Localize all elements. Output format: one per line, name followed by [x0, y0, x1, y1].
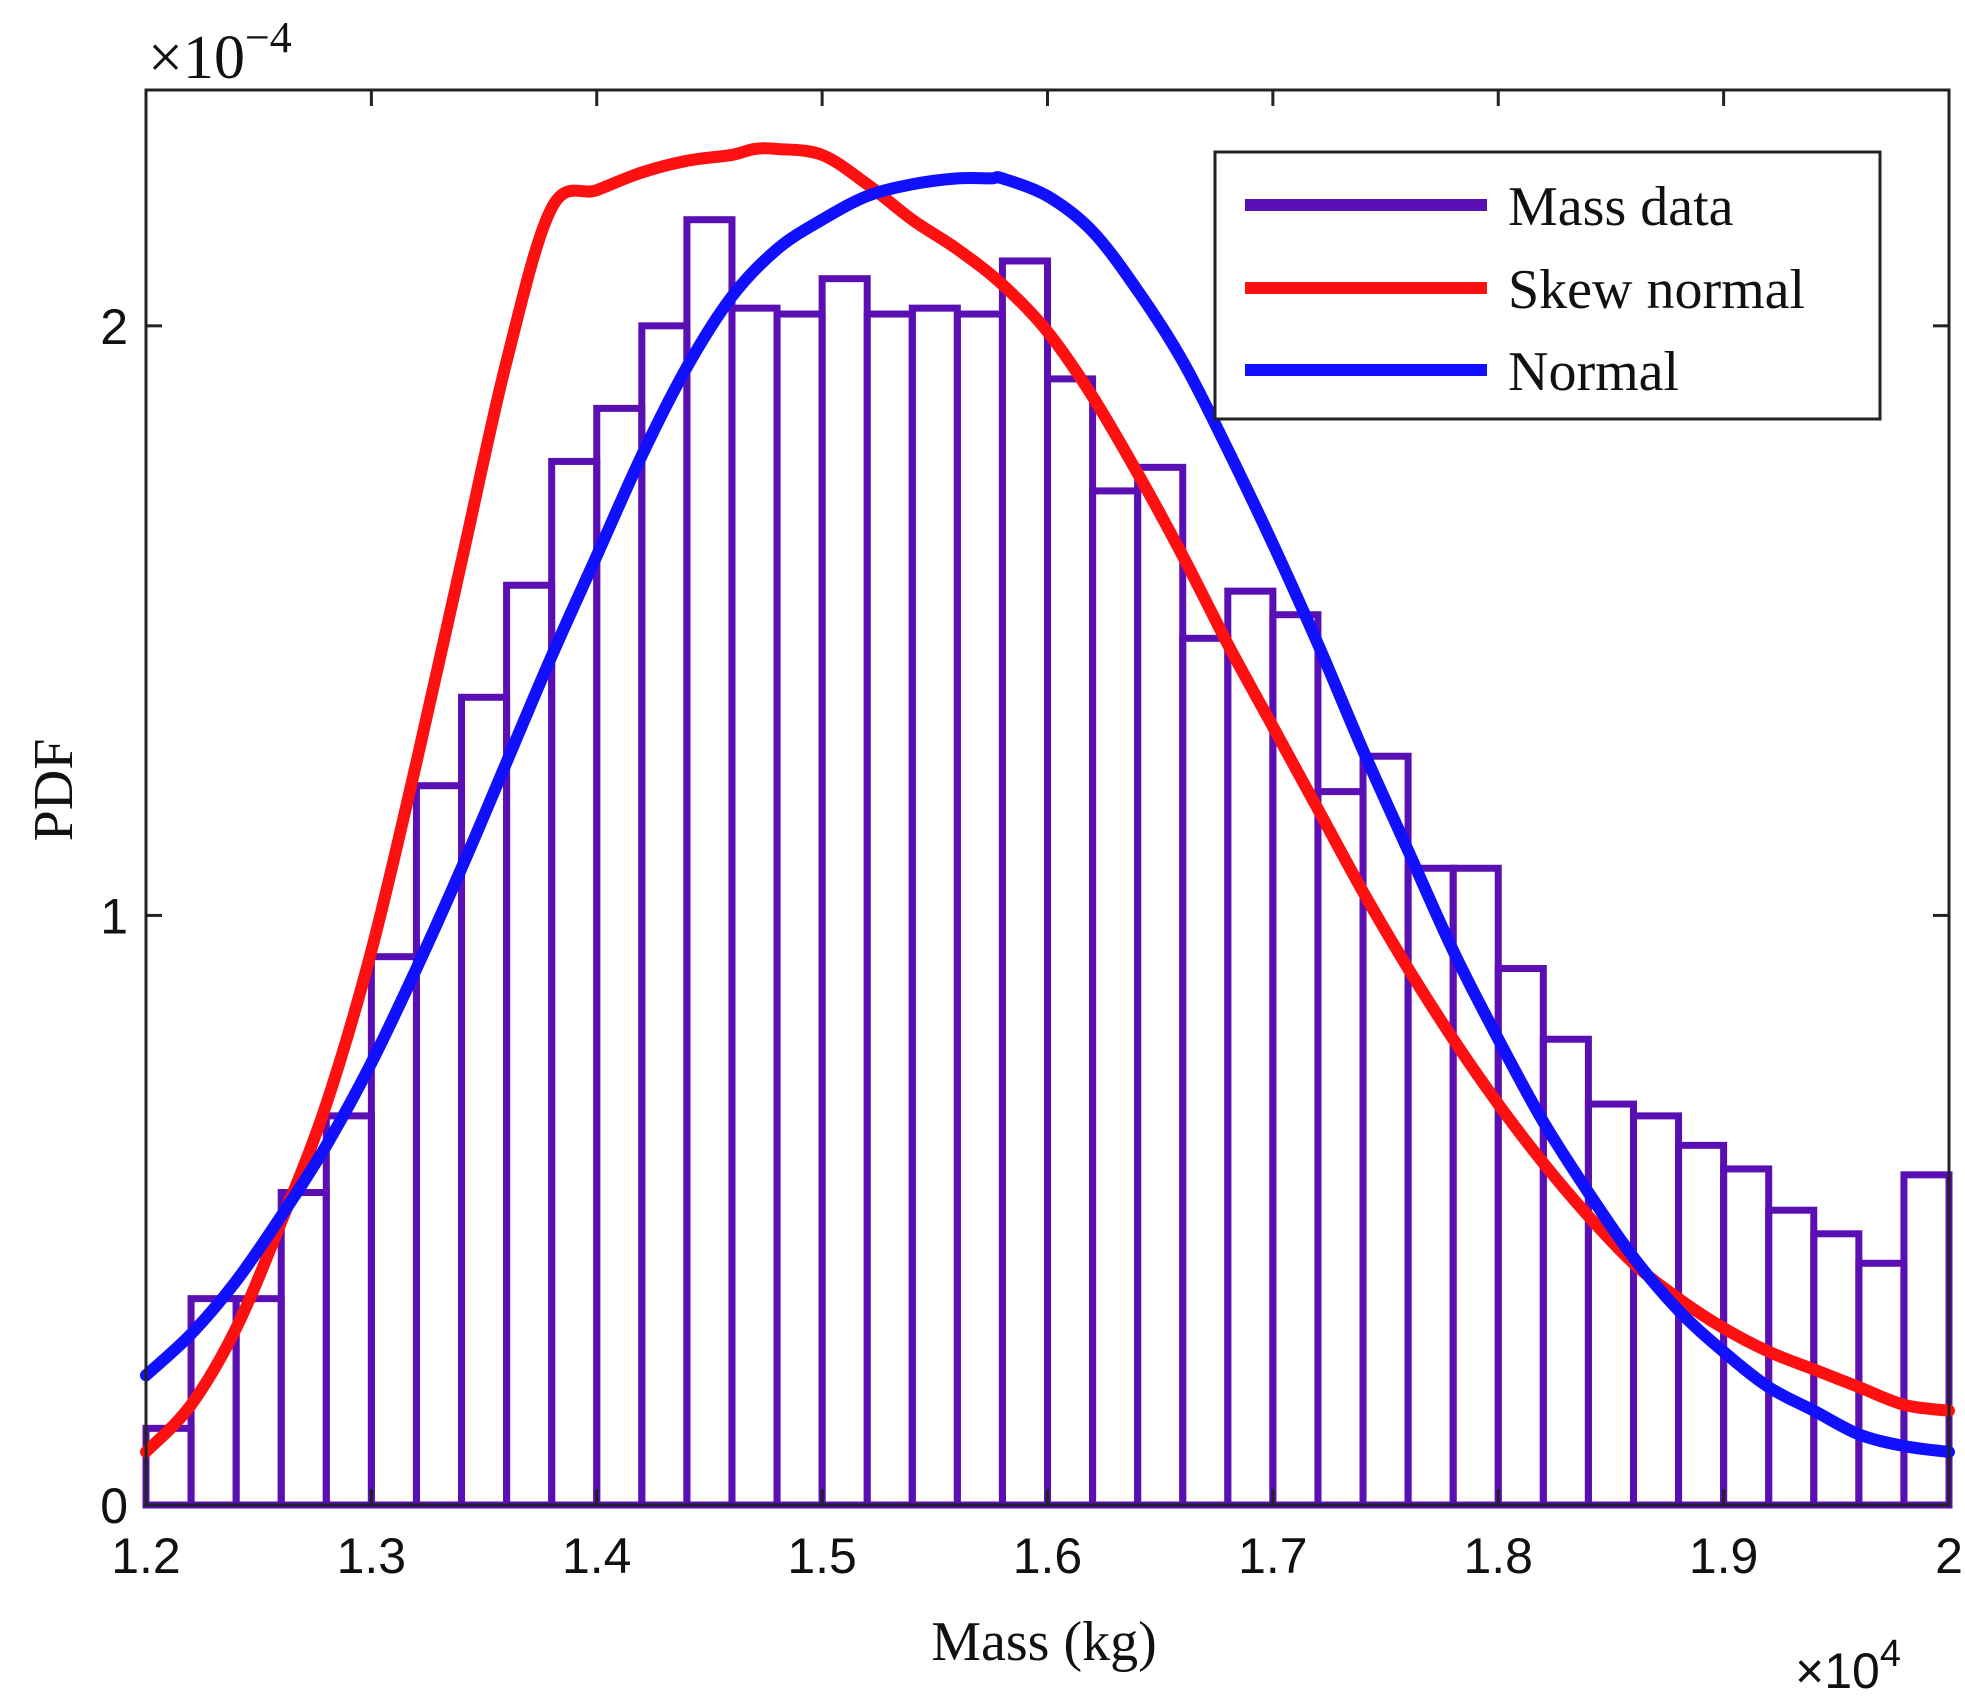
legend-label-normal: Normal: [1508, 341, 1679, 403]
y-axis-ticks: 0 1 2: [100, 299, 1949, 1534]
y-axis-label: PDF: [23, 739, 85, 842]
y-tick-label: 2: [100, 299, 128, 355]
plot-area: [140, 88, 1955, 1509]
x-axis-label: Mass (kg): [931, 1611, 1157, 1673]
x-tick-label: 1.6: [1013, 1528, 1083, 1584]
x-axis-ticks: 1.2 1.3 1.4 1.5 1.6 1.7 1.8 1.9 2: [111, 90, 1963, 1584]
y-multiplier-base: ×10: [148, 24, 245, 92]
x-tick-label: 2: [1935, 1528, 1963, 1584]
x-tick-label: 1.8: [1463, 1528, 1533, 1584]
x-tick-label: 1.3: [337, 1528, 407, 1584]
x-tick-label: 1.9: [1689, 1528, 1759, 1584]
x-tick-label: 1.5: [787, 1528, 857, 1584]
legend: Mass data Skew normal Normal: [1213, 150, 1882, 421]
x-tick-label: 1.4: [562, 1528, 632, 1584]
series-line-normal: [140, 171, 1955, 1458]
x-tick-label: 1.7: [1238, 1528, 1308, 1584]
y-multiplier: ×10−4: [148, 13, 292, 92]
legend-label-mass-data: Mass data: [1508, 176, 1734, 238]
x-multiplier-base: ×10: [1795, 1643, 1880, 1699]
y-multiplier-exponent: −4: [245, 13, 292, 62]
series-line-skew-normal: [140, 142, 1955, 1458]
y-tick-label: 0: [100, 1478, 128, 1534]
legend-label-skew-normal: Skew normal: [1508, 259, 1805, 321]
x-multiplier: ×104: [1795, 1633, 1901, 1699]
x-tick-label: 1.2: [111, 1528, 181, 1584]
y-tick-label: 1: [100, 888, 128, 944]
x-multiplier-exponent: 4: [1880, 1633, 1901, 1675]
